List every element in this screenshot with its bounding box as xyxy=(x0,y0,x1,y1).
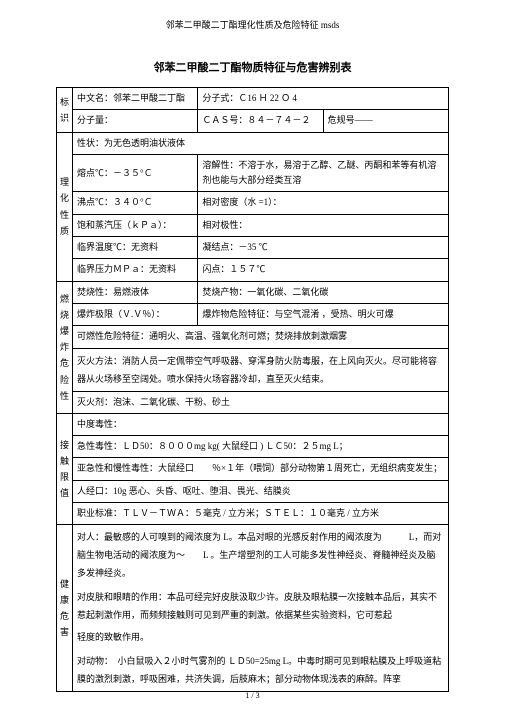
cell: 分子量： xyxy=(73,110,198,132)
cell: 灭火剂：泡沫、二氧化碳、干粉、砂土 xyxy=(73,391,449,413)
cell: 对人：最敏感的人可嗅到的阈浓度为 L。本品对眼的光感反射作用的阈浓度为 L，而对… xyxy=(73,525,449,586)
cell: 性状：为无色透明油状液体 xyxy=(73,132,449,154)
cell: 亚急性和慢性毒性：大鼠经口 ％×１年（喂饲）部分动物第１周死亡，无组织病变发生； xyxy=(73,458,449,480)
cell: 可燃性危险特征：通明火、高温、强氧化剂可燃；焚烧排放刺激烟雾 xyxy=(73,326,449,348)
cell: 灭火方法：消防人员一定佩带空气呼吸器、穿浑身防火防毒服，在上风向灭火。尽可能将容… xyxy=(73,348,449,391)
cell: 分子式：Ｃ16 Ｈ 22 Ｏ 4 xyxy=(198,88,449,110)
section-label-fire: 燃烧爆炸危险性 xyxy=(57,281,73,413)
cell: 爆炸物危险特征：与空气混淆 ，受热、明火可爆 xyxy=(198,303,449,325)
cell: 爆炸极限（Ｖ.Ｖ％）： xyxy=(73,303,198,325)
cell: 轻度的致敏作用。 xyxy=(73,627,449,648)
section-label-physchem: 理化性质 xyxy=(57,132,73,281)
cell: 中文名：邻苯二甲酸二丁酯 xyxy=(73,88,198,110)
cell: 相对密度（水 =1）： xyxy=(198,192,449,214)
cell: 职业标准：ＴＬＶ－ＴＷＡ：５毫克 / 立方米；ＳＴＥＬ：１０毫克 / 立方米 xyxy=(73,503,449,525)
cell: 闪点：１５７℃ xyxy=(198,259,449,281)
cell: 沸点℃：３４０°Ｃ xyxy=(73,192,198,214)
cell: 饱和蒸汽压（ｋＰａ）： xyxy=(73,214,198,236)
cell: 对皮肤和眼睛的作用：本品可经完好皮肤汲取少许。皮肤及眼粘膜一次接触本品后，其实不… xyxy=(73,585,449,627)
page-header: 邻苯二甲酸二丁酯理化性质及危险特征 msds xyxy=(0,0,505,39)
section-label-id: 标识 xyxy=(57,88,73,133)
cell: 焚烧产物：一氧化碳、二氧化碳 xyxy=(198,281,449,303)
cell: 熔点℃：－３５°Ｃ xyxy=(73,154,198,192)
section-label-limits: 接触限值 xyxy=(57,413,73,524)
cell: 急性毒性：ＬＤ50：８０００mg kg( 大鼠经口 ) ＬＣ50：２５mg L； xyxy=(73,436,449,458)
cell: 中度毒性： xyxy=(73,413,449,435)
cell: ＣＡＳ号：８４－７４－２ xyxy=(198,110,323,132)
cell: 危规号—— xyxy=(323,110,448,132)
section-label-health: 健康危害 xyxy=(57,525,73,691)
cell: 对动物： 小白鼠吸入２小时气雾剂的 ＬＤ50=25mg L。中毒时期可见到眼粘膜… xyxy=(73,649,449,692)
main-table: 标识 中文名：邻苯二甲酸二丁酯 分子式：Ｃ16 Ｈ 22 Ｏ 4 分子量： ＣＡ… xyxy=(56,87,449,692)
cell: 临界压力ＭＰａ：无资料 xyxy=(73,259,198,281)
document-title: 邻苯二甲酸二丁酯物质特征与危害辨别表 xyxy=(56,59,449,75)
page-footer: 1 / 3 xyxy=(0,691,505,700)
cell: 临界温度℃：无资料 xyxy=(73,237,198,259)
cell: 人经口：10g 恶心、头昏、呕吐、堕泪、畏光、结膜炎 xyxy=(73,480,449,502)
cell: 凝结点：－35 ℃ xyxy=(198,237,449,259)
cell: 焚烧性：易燃液体 xyxy=(73,281,198,303)
cell: 相对极性： xyxy=(198,214,449,236)
cell: 溶解性：不溶于水，易溶于乙醇、乙醚、丙酮和苯等有机溶剂也能与大部分经类互溶 xyxy=(198,154,449,192)
